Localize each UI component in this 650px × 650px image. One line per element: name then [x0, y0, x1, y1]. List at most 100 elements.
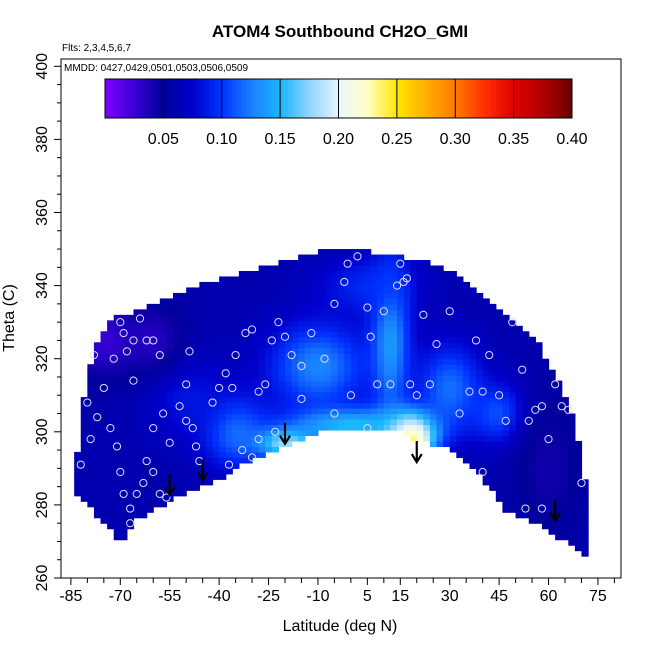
heatmap-cell	[212, 446, 220, 453]
heatmap-cell	[568, 479, 576, 486]
heatmap-cell	[331, 303, 339, 310]
heatmap-cell	[436, 408, 444, 415]
chart-title: ATOM4 Southbound CH2O_GMI	[212, 22, 468, 41]
heatmap-cell	[186, 364, 194, 371]
heatmap-cell	[383, 303, 392, 310]
heatmap-cell	[443, 424, 451, 431]
heatmap-cell	[436, 358, 444, 365]
heatmap-cell	[377, 276, 385, 283]
heatmap-cell	[100, 462, 108, 469]
heatmap-cell	[364, 358, 372, 365]
heatmap-cell	[397, 353, 405, 360]
colorbar-segment	[319, 79, 324, 118]
sample-point	[86, 435, 95, 444]
heatmap-cell	[541, 380, 550, 387]
heatmap-cell	[199, 336, 207, 343]
heatmap-cell	[397, 424, 405, 431]
heatmap-cell	[443, 358, 451, 365]
heatmap-cell	[212, 435, 220, 442]
colorbar-tick-label: 0.30	[440, 131, 471, 148]
heatmap-cell	[186, 435, 194, 442]
heatmap-cell	[126, 495, 135, 502]
heatmap-cell	[397, 254, 405, 261]
heatmap-cell	[120, 331, 128, 338]
heatmap-cell	[311, 287, 319, 294]
heatmap-cell	[291, 402, 299, 409]
heatmap-cell	[205, 303, 214, 310]
heatmap-cell	[403, 391, 411, 398]
heatmap-cell	[522, 375, 530, 382]
heatmap-cell	[509, 347, 517, 354]
heatmap-cell	[429, 435, 438, 442]
heatmap-cell	[87, 397, 95, 404]
heatmap-cell	[205, 364, 214, 371]
x-tick-label: -10	[306, 588, 329, 605]
heatmap-cell	[126, 435, 135, 442]
sample-point	[112, 442, 122, 451]
heatmap-cell	[140, 347, 148, 354]
heatmap-cell	[238, 364, 247, 371]
heatmap-cell	[410, 287, 418, 294]
heatmap-cell	[443, 287, 451, 294]
heatmap-cell	[495, 457, 504, 464]
heatmap-cell	[186, 325, 194, 332]
sample-point	[471, 336, 481, 345]
sample-point	[455, 409, 464, 418]
heatmap-cell	[245, 380, 253, 387]
heatmap-cell	[317, 331, 326, 338]
heatmap-cell	[219, 446, 227, 453]
heatmap-cell	[159, 424, 168, 431]
colorbar-segment	[291, 79, 297, 118]
heatmap-cell	[146, 397, 154, 404]
heatmap-cell	[265, 419, 273, 426]
heatmap-cell	[456, 424, 464, 431]
sample-point	[99, 383, 108, 393]
sample-point	[557, 402, 566, 411]
heatmap-cell	[574, 468, 583, 475]
heatmap-cell	[140, 419, 148, 426]
heatmap-cell	[469, 457, 477, 464]
heatmap-cell	[528, 446, 536, 453]
heatmap-cell	[186, 479, 194, 486]
heatmap-cell	[344, 424, 352, 431]
heatmap-cell	[489, 429, 497, 437]
heatmap-cell	[390, 369, 398, 376]
heatmap-cell	[146, 358, 154, 365]
heatmap-cell	[476, 397, 484, 404]
heatmap-cell	[173, 440, 181, 448]
heatmap-cell	[555, 534, 563, 541]
heatmap-cell	[502, 375, 510, 382]
heatmap-cell	[344, 336, 352, 343]
heatmap-cell	[476, 369, 484, 376]
heatmap-cell	[535, 512, 543, 519]
heatmap-cell	[390, 375, 398, 382]
heatmap-cell	[186, 358, 194, 365]
heatmap-cell	[469, 353, 477, 360]
colorbar-segment	[210, 79, 215, 118]
colorbar-segment	[354, 79, 359, 118]
heatmap-cell	[410, 336, 418, 343]
heatmap-cell	[410, 424, 418, 431]
heatmap-cell	[225, 457, 233, 464]
heatmap-cell	[364, 413, 372, 420]
heatmap-cell	[561, 534, 569, 541]
heatmap-cell	[357, 331, 365, 338]
heatmap-cell	[469, 292, 477, 299]
heatmap-cell	[456, 413, 464, 420]
heatmap-cell	[192, 309, 200, 316]
heatmap-cell	[324, 331, 332, 338]
heatmap-cell	[429, 325, 438, 332]
heatmap-cell	[509, 325, 517, 332]
heatmap-cell	[555, 419, 563, 426]
heatmap-cell	[350, 375, 359, 382]
heatmap-cell	[482, 320, 490, 327]
sample-point	[531, 405, 540, 414]
heatmap-cell	[317, 424, 326, 431]
heatmap-cell	[410, 413, 418, 420]
sample-point	[537, 402, 547, 411]
heatmap-cell	[561, 495, 569, 502]
heatmap-cell	[304, 292, 312, 299]
heatmap-cell	[482, 347, 490, 354]
heatmap-cell	[541, 479, 550, 486]
heatmap-cell	[509, 424, 517, 431]
